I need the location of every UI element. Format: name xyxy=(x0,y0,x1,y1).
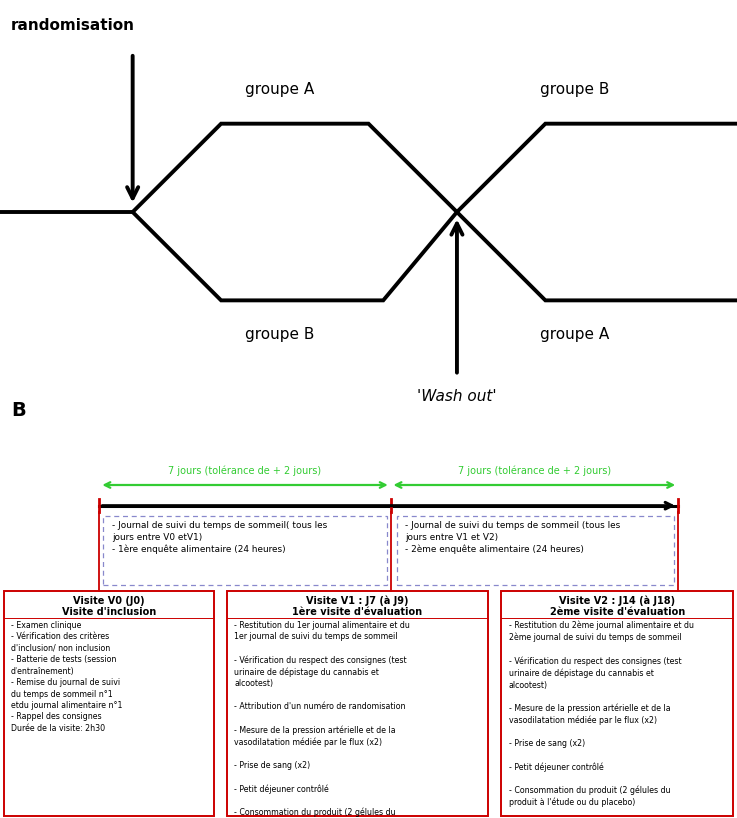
Text: - Journal de suivi du temps de sommeil( tous les
jours entre V0 etV1)
- 1ère enq: - Journal de suivi du temps de sommeil( … xyxy=(112,521,327,554)
Text: - Journal de suivi du temps de sommeil (tous les
jours entre V1 et V2)
- 2ème en: - Journal de suivi du temps de sommeil (… xyxy=(405,521,621,554)
Text: Visite V0 (J0): Visite V0 (J0) xyxy=(73,596,144,606)
Bar xyxy=(103,516,387,585)
Text: 2ème visite d'évaluation: 2ème visite d'évaluation xyxy=(550,607,685,618)
Text: groupe B: groupe B xyxy=(245,327,315,342)
Text: B: B xyxy=(11,401,26,420)
Bar xyxy=(4,591,214,816)
Text: 7 jours (tolérance de + 2 jours): 7 jours (tolérance de + 2 jours) xyxy=(169,465,321,475)
Text: Visite d'inclusion: Visite d'inclusion xyxy=(62,607,156,618)
Text: groupe A: groupe A xyxy=(245,82,315,97)
Bar xyxy=(227,591,488,816)
Text: - Restitution du 2ème journal alimentaire et du
2ème journal de suivi du temps d: - Restitution du 2ème journal alimentair… xyxy=(509,621,694,818)
Text: groupe A: groupe A xyxy=(540,327,609,342)
Text: - Restitution du 1er journal alimentaire et du
1er journal de suivi du temps de : - Restitution du 1er journal alimentaire… xyxy=(234,621,411,818)
Text: Visite V2 : J14 (à J18): Visite V2 : J14 (à J18) xyxy=(559,596,675,606)
Text: Visite V1 : J7 (à J9): Visite V1 : J7 (à J9) xyxy=(306,596,409,606)
Text: groupe B: groupe B xyxy=(540,82,609,97)
Text: 1ère visite d'évaluation: 1ère visite d'évaluation xyxy=(293,607,422,618)
Text: 'Wash out': 'Wash out' xyxy=(417,389,497,404)
Bar xyxy=(397,516,674,585)
Text: 7 jours (tolérance de + 2 jours): 7 jours (tolérance de + 2 jours) xyxy=(458,465,611,475)
Text: randomisation: randomisation xyxy=(11,18,135,33)
Text: - Examen clinique
- Vérification des critères
d'inclusion/ non inclusion
- Batte: - Examen clinique - Vérification des cri… xyxy=(11,621,122,733)
Bar xyxy=(501,591,733,816)
